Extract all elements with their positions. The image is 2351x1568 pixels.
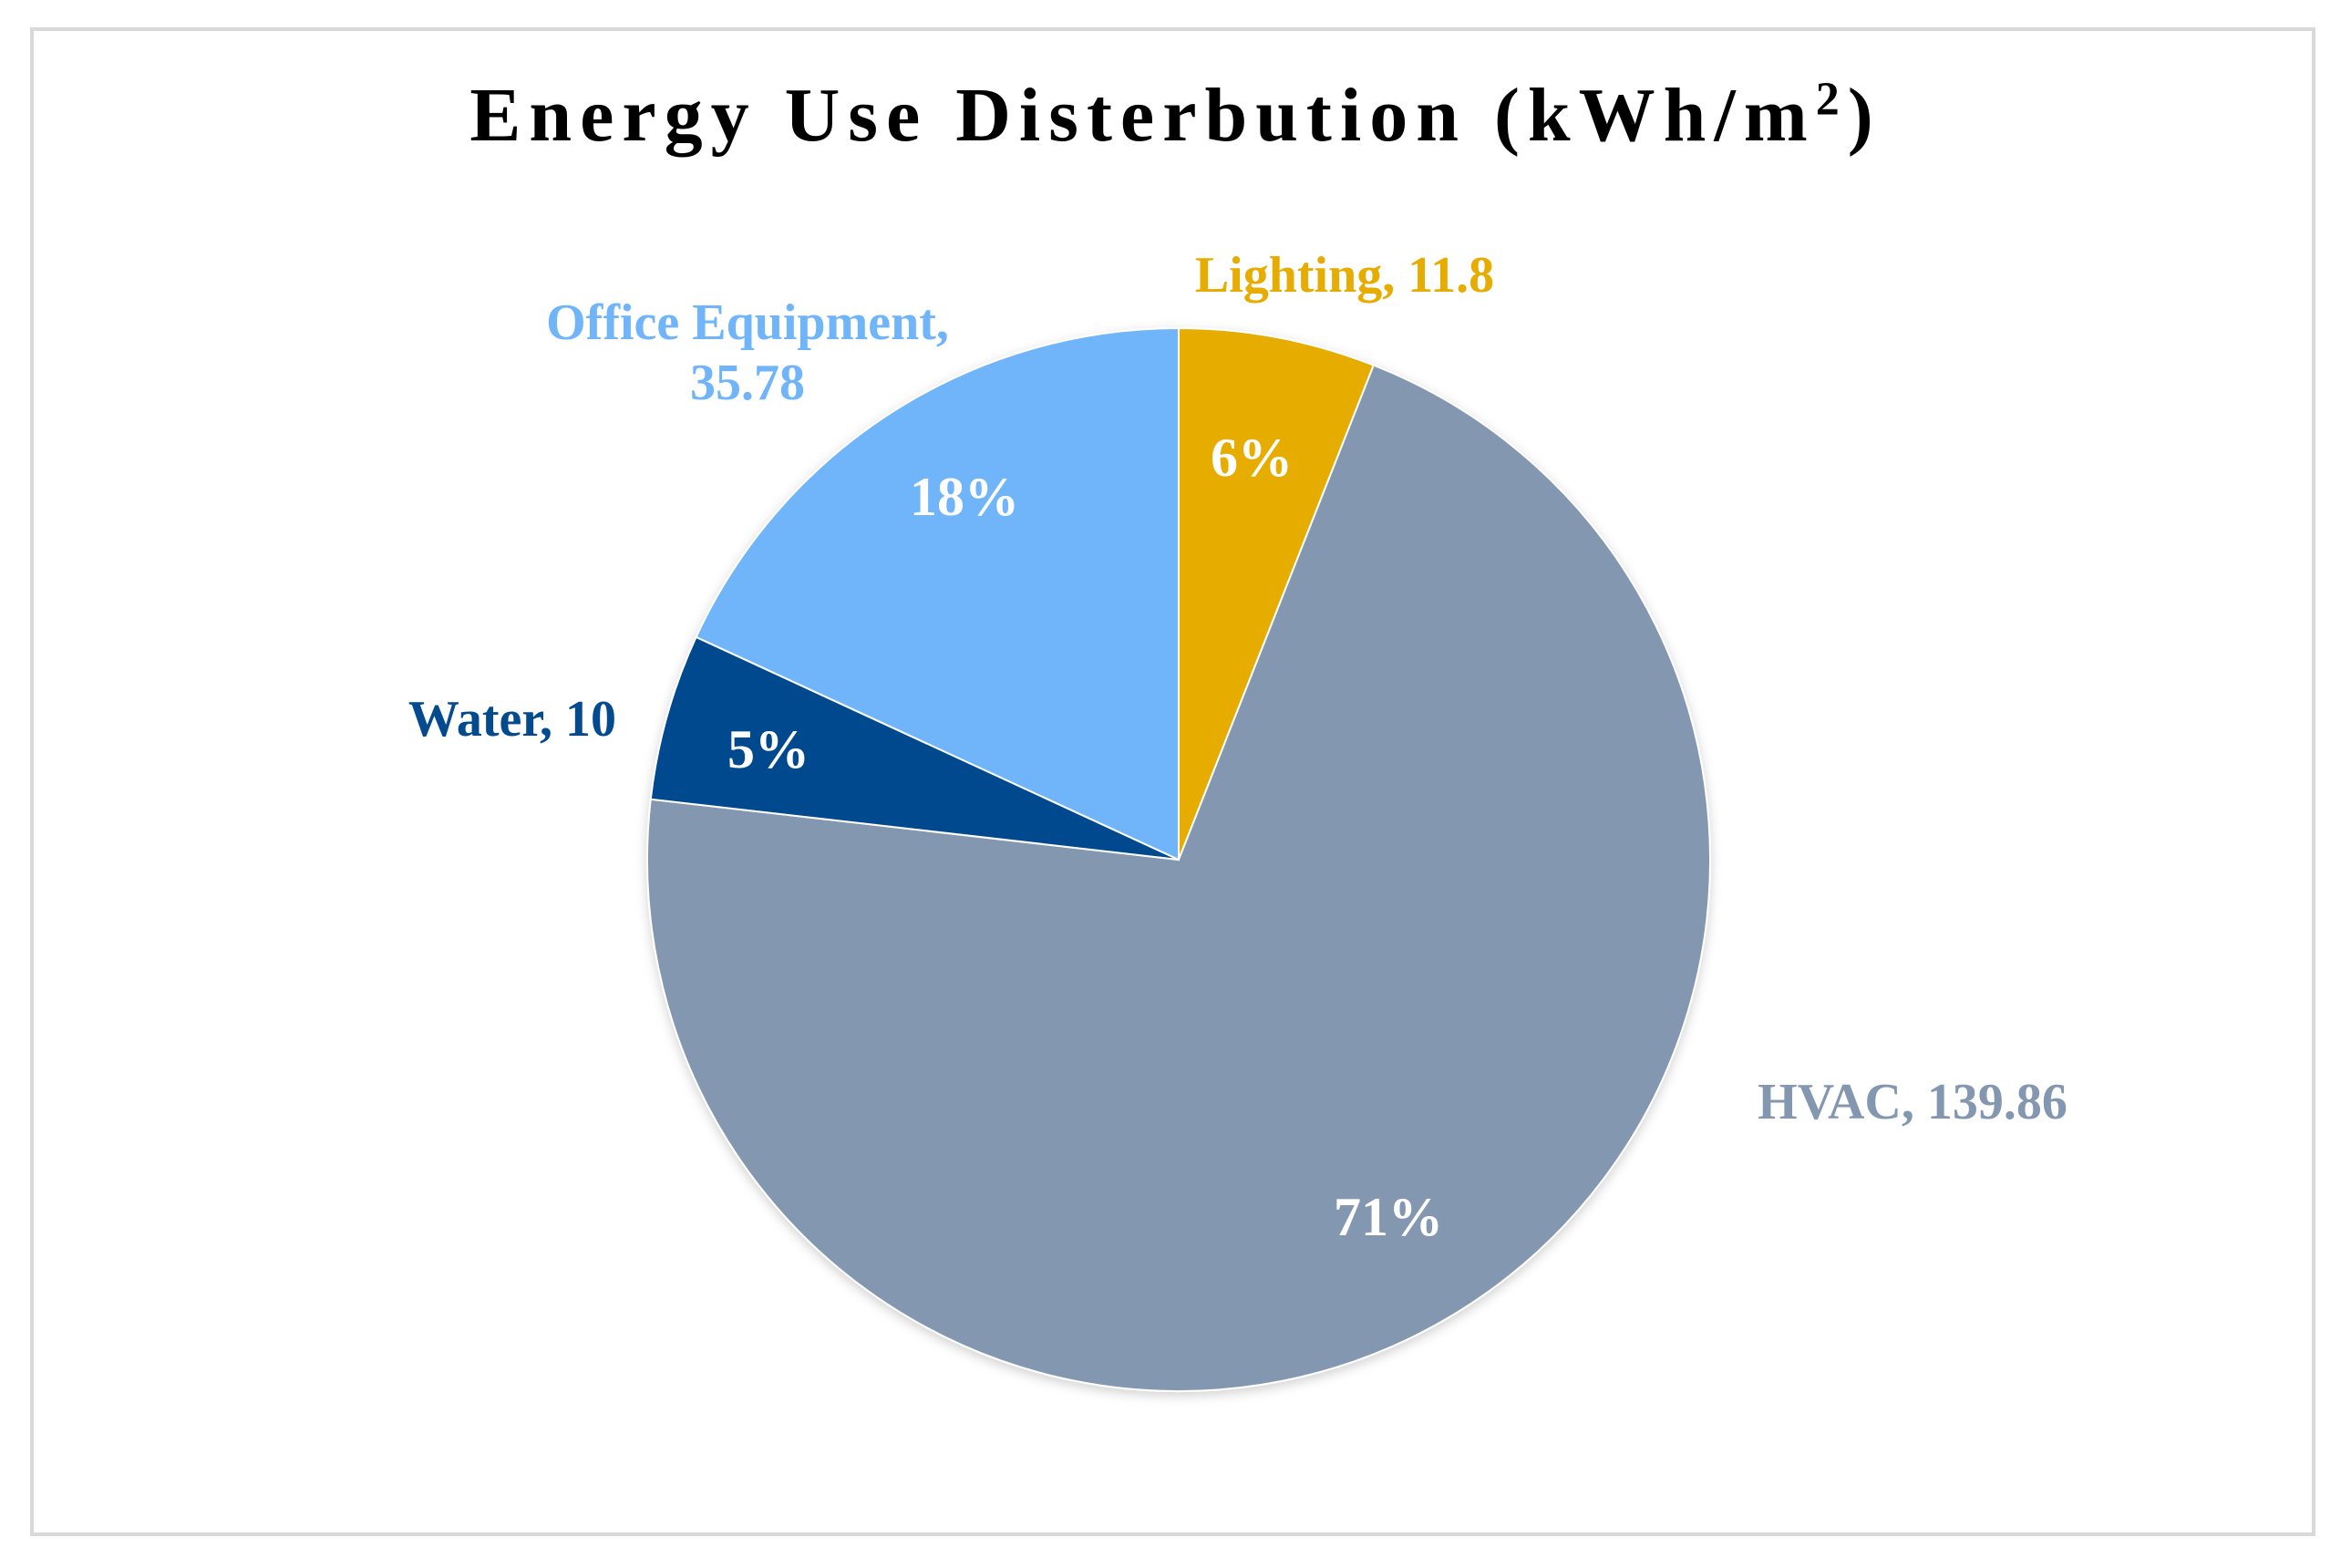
percent-label-hvac: 71% xyxy=(1334,1187,1443,1247)
chart-title-text: Energy Use Disterbution (kWh/m xyxy=(469,73,1816,158)
category-label-value: 35.78 xyxy=(690,355,805,411)
chart-title-superscript: 2 xyxy=(1815,73,1848,126)
category-label-hvac: HVAC, 139.86 xyxy=(1758,1074,2067,1130)
category-label-lighting: Lighting, 11.8 xyxy=(1195,247,1494,304)
pie-slice-office-equipment xyxy=(695,326,1180,861)
percent-label-water: 5% xyxy=(727,719,809,779)
percent-label-lighting: 6% xyxy=(1211,428,1293,488)
pie-slice-hvac xyxy=(646,364,1711,1392)
category-label-name: Office Equipment, xyxy=(546,294,949,351)
percent-label-office-equipment: 18% xyxy=(910,467,1019,527)
category-label-office-equipment: Office Equipment, 35.78 xyxy=(546,294,949,411)
category-label-water: Water, 10 xyxy=(408,691,616,748)
chart-title-suffix: ) xyxy=(1847,73,1882,158)
pie-slice-lighting xyxy=(1178,326,1376,861)
chart-title: Energy Use Disterbution (kWh/m2) xyxy=(0,71,2351,160)
pie-slice-water xyxy=(649,635,1180,861)
